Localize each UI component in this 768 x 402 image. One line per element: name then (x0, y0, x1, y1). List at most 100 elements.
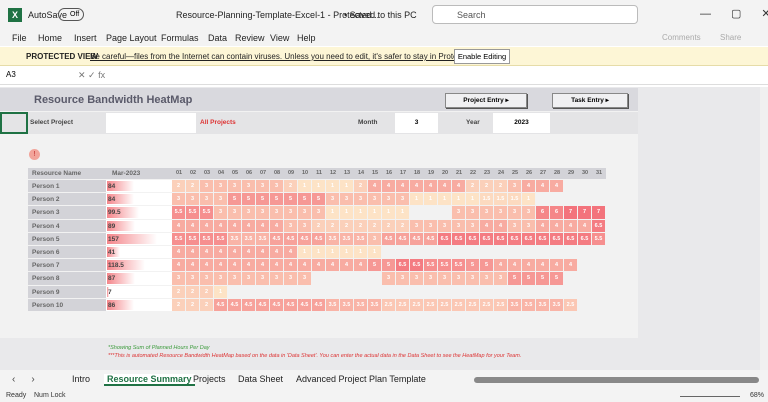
heat-cell (368, 219, 381, 232)
heat-value: 3 (246, 183, 251, 189)
heat-cell (298, 219, 311, 232)
heat-value: 3 (176, 275, 181, 282)
menu-item[interactable]: File (12, 33, 27, 43)
heat-cell (242, 206, 255, 219)
heat-cell (550, 206, 563, 219)
heat-value: 2 (176, 301, 181, 308)
heat-value: 2 (344, 222, 349, 229)
heat-value: 2.5 (426, 301, 435, 308)
heat-cell (438, 180, 451, 193)
heat-cell (396, 180, 409, 193)
heat-value: 7 (568, 209, 573, 216)
heat-value: 2 (316, 222, 321, 229)
menu-item[interactable]: Insert (74, 33, 97, 43)
heat-cell (228, 272, 241, 285)
heat-value: 5 (288, 196, 293, 203)
name-cell (28, 246, 106, 259)
heat-value: 5.5 (216, 235, 225, 242)
heat-value: 3.5 (524, 301, 533, 308)
heat-cell (424, 219, 437, 232)
heat-value: 3.5 (258, 235, 267, 242)
heat-value: 3 (512, 222, 517, 229)
heat-value: 4.5 (412, 235, 421, 242)
search-box[interactable]: Search (432, 5, 638, 24)
heat-value: 1 (344, 209, 349, 216)
heat-cell (522, 193, 535, 206)
nav-button[interactable]: Task Entry ▸ (552, 93, 628, 108)
heat-cell (494, 232, 507, 245)
heat-cell (410, 259, 423, 272)
menu-item[interactable]: Help (297, 33, 316, 43)
heat-cell (438, 272, 451, 285)
heat-cell (550, 298, 563, 311)
heat-value: 3 (470, 209, 475, 216)
menu-item[interactable]: Home (38, 33, 63, 43)
heat-value: 3 (302, 209, 307, 216)
heat-cell (172, 193, 185, 206)
day-header: 27 (539, 170, 547, 176)
sheet-tab[interactable]: Projects (193, 374, 226, 384)
heat-cell (214, 193, 227, 206)
enable-editing[interactable]: Enable Editing (454, 49, 510, 64)
heat-value: 4 (204, 262, 209, 269)
sheet-tab[interactable]: Resource Summary (104, 374, 195, 386)
nav-button[interactable]: Project Entry ▸ (445, 93, 527, 108)
heat-value: 4 (526, 183, 531, 189)
heat-value: 4 (176, 222, 181, 229)
heat-cell (494, 193, 507, 206)
heat-value: 3 (218, 183, 223, 189)
heat-value: 4 (456, 183, 461, 189)
heat-cell (564, 206, 577, 219)
heat-value: 1 (344, 183, 349, 189)
heat-cell (200, 259, 213, 272)
heat-cell (186, 193, 199, 206)
heat-value: 4 (232, 222, 237, 229)
heat-value: 6.5 (482, 235, 491, 242)
comments[interactable]: Comments (662, 33, 701, 42)
share[interactable]: Share (720, 33, 742, 42)
heat-cell (228, 219, 241, 232)
filter-value[interactable]: All Projects (200, 119, 236, 126)
heat-cell (298, 272, 311, 285)
column-header: Resource Name (32, 170, 82, 177)
menu-item[interactable]: View (270, 33, 290, 43)
heat-value: 4 (274, 262, 279, 269)
heat-cell (354, 219, 367, 232)
heat-value: 3 (498, 275, 503, 282)
heat-cell (340, 259, 353, 272)
menu-item[interactable]: Formulas (161, 33, 199, 43)
heat-value: 3.5 (342, 235, 351, 242)
menu-item[interactable]: Review (235, 33, 265, 43)
sheet-tab[interactable]: Data Sheet (238, 374, 284, 384)
heat-value: 5 (512, 275, 517, 282)
zoom[interactable]: 68% (750, 392, 765, 399)
heat-value: 2 (204, 301, 209, 308)
sheet-tab[interactable]: Advanced Project Plan Template (296, 374, 426, 384)
filter-value[interactable]: 2023 (493, 113, 550, 133)
menu-item[interactable]: Data (208, 33, 228, 43)
heat-value: 4 (568, 262, 573, 269)
heat-cell (480, 259, 493, 272)
heat-value: 3 (414, 275, 419, 282)
heat-value: 3 (218, 275, 223, 282)
autosave-toggle[interactable]: Off (58, 8, 84, 21)
heat-cell (466, 298, 479, 311)
heat-cell (480, 206, 493, 219)
total-value: 99.5 (108, 209, 121, 217)
status: Ready (6, 392, 27, 399)
column-header: Mar-2023 (112, 170, 141, 177)
filter-label: Select Project (30, 119, 73, 126)
menu-item[interactable]: Page Layout (106, 33, 157, 43)
heat-cell (494, 180, 507, 193)
heat-cell (550, 259, 563, 272)
heat-value: 3.5 (356, 235, 365, 242)
filter-label: Month (358, 119, 378, 126)
sheet-tab[interactable]: Intro (72, 374, 91, 384)
heat-cell (382, 219, 395, 232)
heat-value: 4 (428, 183, 433, 189)
heat-value: 3 (274, 183, 279, 189)
heat-value: 3 (260, 209, 265, 216)
heat-cell (438, 259, 451, 272)
filter-value[interactable]: 3 (395, 113, 438, 133)
heat-value: 3 (428, 222, 433, 229)
